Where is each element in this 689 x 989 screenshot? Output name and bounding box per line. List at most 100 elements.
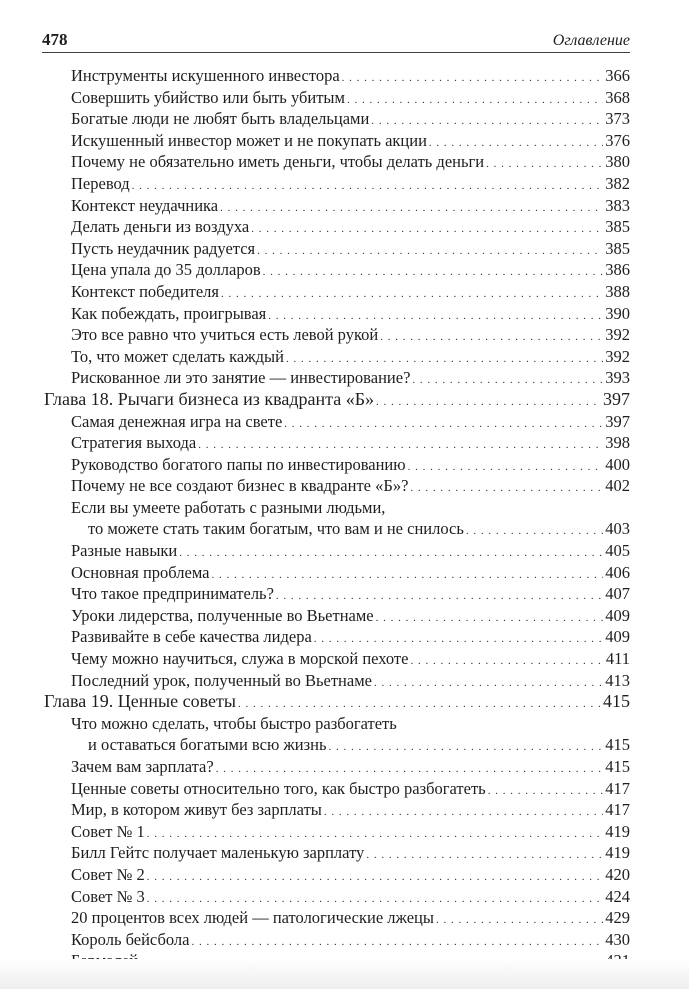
toc-page-number: 386 bbox=[605, 260, 630, 280]
toc-entry: Почему не обязательно иметь деньги, чтоб… bbox=[44, 151, 630, 173]
toc-page-number: 429 bbox=[605, 908, 630, 928]
toc-entry: Зачем вам зарплата?. . . . . . . . . . .… bbox=[44, 756, 630, 778]
toc-page-number: 383 bbox=[605, 195, 630, 215]
toc-entry-title: Уроки лидерства, полученные во Вьетнаме bbox=[71, 605, 374, 625]
toc-page-number: 417 bbox=[605, 778, 630, 798]
toc-entry-title: Что такое предприниматель? bbox=[71, 584, 274, 604]
toc-entry-title: Если вы умеете работать с разными людьми… bbox=[71, 497, 386, 517]
toc-entry-title: Мир, в котором живут без зарплаты bbox=[71, 800, 322, 820]
toc-entry: Совет № 1. . . . . . . . . . . . . . . .… bbox=[44, 821, 630, 843]
toc-entry: Совет № 2. . . . . . . . . . . . . . . .… bbox=[44, 864, 630, 886]
dot-leader: . . . . . . . . . . . . . . . . . . . . … bbox=[146, 827, 604, 840]
toc-entry-title: Контекст победителя bbox=[71, 281, 220, 301]
dot-leader: . . . . . . . . . . . . . . . . . . . . … bbox=[371, 115, 603, 128]
toc-entry: Это все равно что учиться есть левой рук… bbox=[44, 324, 630, 346]
toc-page-number: 382 bbox=[605, 173, 630, 193]
toc-page-number: 400 bbox=[605, 454, 630, 474]
toc-entry-title: Зачем вам зарплата? bbox=[71, 757, 214, 776]
toc-page-number: 409 bbox=[605, 627, 630, 647]
toc-entry-title: То, что может сделать каждый bbox=[71, 346, 284, 366]
toc-entry: Делать деньги из воздуха. . . . . . . . … bbox=[44, 216, 630, 238]
toc-entry: Цена упала до 35 долларов. . . . . . . .… bbox=[44, 259, 630, 281]
toc-entry-title: Искушенный инвестор может и не покупать … bbox=[71, 130, 427, 150]
dot-leader: . . . . . . . . . . . . . . . . . . . . … bbox=[428, 136, 603, 149]
dot-leader: . . . . . . . . . . . . . . . . . . . . … bbox=[284, 417, 604, 430]
dot-leader: . . . . . . . . . . . . . . . . . . . . … bbox=[373, 676, 603, 689]
dot-leader: . . . . . . . . . . . . . . . . . . . . … bbox=[215, 763, 604, 775]
dot-leader: . . . . . . . . . . . . . . . . . . . . … bbox=[211, 568, 604, 581]
dot-leader: . . . . . . . . . . . . . . . . . . . . … bbox=[346, 93, 603, 106]
dot-leader: . . . . . . . . . . . . . . . . . . . . … bbox=[486, 158, 603, 171]
toc-entry: Контекст победителя. . . . . . . . . . .… bbox=[44, 281, 630, 303]
toc-entry: Совет № 3. . . . . . . . . . . . . . . .… bbox=[44, 886, 630, 908]
toc-entry-title: Совет № 3 bbox=[71, 886, 145, 906]
page-bottom-shadow bbox=[0, 959, 689, 989]
toc-entry: и оставаться богатыми всю жизнь. . . . .… bbox=[44, 734, 630, 756]
toc-page-number: 385 bbox=[605, 238, 630, 258]
toc-page-number: 385 bbox=[605, 217, 630, 237]
toc-entry-title: Развивайте в себе качества лидера bbox=[71, 627, 312, 647]
toc-entry-title: 20 процентов всех людей — патологические… bbox=[71, 908, 434, 928]
dot-leader: . . . . . . . . . . . . . . . . . . . . … bbox=[221, 287, 603, 300]
toc-entry: Руководство богатого папы по инвестирова… bbox=[44, 454, 630, 476]
toc-entry: Король бейсбола. . . . . . . . . . . . .… bbox=[44, 929, 630, 951]
toc-page-number: 388 bbox=[605, 281, 630, 301]
dot-leader: . . . . . . . . . . . . . . . . . . . . … bbox=[435, 914, 603, 927]
toc-entry-title: Чему можно научиться, служа в морской пе… bbox=[71, 649, 409, 669]
toc-entry-title: Рискованное ли это занятие — инвестирова… bbox=[71, 368, 411, 388]
toc-entry-title: Пусть неудачник радуется bbox=[71, 238, 256, 258]
toc-entry: Ценные советы относительно того, как быс… bbox=[44, 778, 630, 800]
toc-entry: Самая денежная игра на свете. . . . . . … bbox=[44, 411, 630, 433]
toc-entry-title: Богатые люди не любят быть владельцами bbox=[71, 109, 370, 129]
toc-entry: то можете стать таким богатым, что вам и… bbox=[44, 518, 630, 540]
toc-entry: Искушенный инвестор может и не покупать … bbox=[44, 130, 630, 152]
toc-entry-title: Руководство богатого папы по инвестирова… bbox=[71, 454, 406, 474]
toc-page-number: 419 bbox=[605, 843, 630, 863]
toc-page-number: 392 bbox=[605, 346, 630, 366]
dot-leader: . . . . . . . . . . . . . . . . . . . . … bbox=[146, 870, 604, 883]
toc-page-number: 390 bbox=[605, 303, 630, 323]
dot-leader: . . . . . . . . . . . . . . . . . . . . … bbox=[376, 395, 601, 408]
toc-page-number: 405 bbox=[605, 541, 630, 561]
page-number: 478 bbox=[42, 30, 68, 49]
toc-entry-title: Почему не обязательно иметь деньги, чтоб… bbox=[71, 152, 485, 172]
toc-entry: Билл Гейтс получает маленькую зарплату. … bbox=[44, 842, 630, 864]
toc-entry-title: то можете стать таким богатым, что вам и… bbox=[88, 519, 464, 539]
running-header: 478 Оглавление bbox=[42, 30, 630, 53]
dot-leader: . . . . . . . . . . . . . . . . . . . . … bbox=[380, 331, 603, 344]
toc-page-number: 393 bbox=[605, 368, 630, 388]
dot-leader: . . . . . . . . . . . . . . . . . . . . … bbox=[131, 179, 604, 192]
dot-leader: . . . . . . . . . . . . . . . . . . . . … bbox=[237, 698, 601, 711]
dot-leader: . . . . . . . . . . . . . . . . . . . . … bbox=[328, 741, 604, 754]
toc-chapter: Глава 18. Рычаги бизнеса из квадранта «Б… bbox=[44, 389, 630, 411]
toc-page-number: 403 bbox=[605, 519, 630, 539]
toc-page-number: 392 bbox=[605, 325, 630, 345]
toc-page-number: 402 bbox=[605, 476, 630, 496]
toc-entry: Основная проблема. . . . . . . . . . . .… bbox=[44, 562, 630, 584]
toc-entry: Контекст неудачника. . . . . . . . . . .… bbox=[44, 195, 630, 217]
toc-entry: Пусть неудачник радуется. . . . . . . . … bbox=[44, 238, 630, 260]
toc-entry-title: и оставаться богатыми всю жизнь bbox=[88, 735, 327, 755]
dot-leader: . . . . . . . . . . . . . . . . . . . . … bbox=[341, 72, 604, 84]
toc-page-number: 397 bbox=[603, 388, 630, 409]
toc-entry-title: Это все равно что учиться есть левой рук… bbox=[71, 325, 379, 345]
toc-entry-title: Совет № 1 bbox=[71, 821, 145, 841]
toc-page-number: 409 bbox=[605, 605, 630, 625]
dot-leader: . . . . . . . . . . . . . . . . . . . . … bbox=[262, 266, 604, 279]
dot-leader: . . . . . . . . . . . . . . . . . . . . … bbox=[275, 590, 603, 603]
toc-page-number: 407 bbox=[605, 584, 630, 604]
toc-entry: Рискованное ли это занятие — инвестирова… bbox=[44, 367, 630, 389]
toc-entry-title: Основная проблема bbox=[71, 562, 210, 582]
section-title: Оглавление bbox=[552, 32, 630, 49]
table-of-contents: Инструменты искушенного инвестора. . . .… bbox=[44, 65, 630, 972]
toc-page-number: 398 bbox=[605, 433, 630, 453]
dot-leader: . . . . . . . . . . . . . . . . . . . . … bbox=[323, 806, 603, 819]
dot-leader: . . . . . . . . . . . . . . . . . . . . … bbox=[375, 611, 604, 624]
toc-entry: Если вы умеете работать с разными людьми… bbox=[44, 497, 630, 519]
toc-page-number: 413 bbox=[605, 670, 630, 690]
dot-leader: . . . . . . . . . . . . . . . . . . . . … bbox=[465, 525, 603, 538]
toc-entry-title: Глава 19. Ценные советы bbox=[44, 691, 236, 712]
toc-entry: Богатые люди не любят быть владельцами. … bbox=[44, 108, 630, 130]
toc-entry-title: Стратегия выхода bbox=[71, 433, 197, 453]
dot-leader: . . . . . . . . . . . . . . . . . . . . … bbox=[257, 244, 603, 257]
